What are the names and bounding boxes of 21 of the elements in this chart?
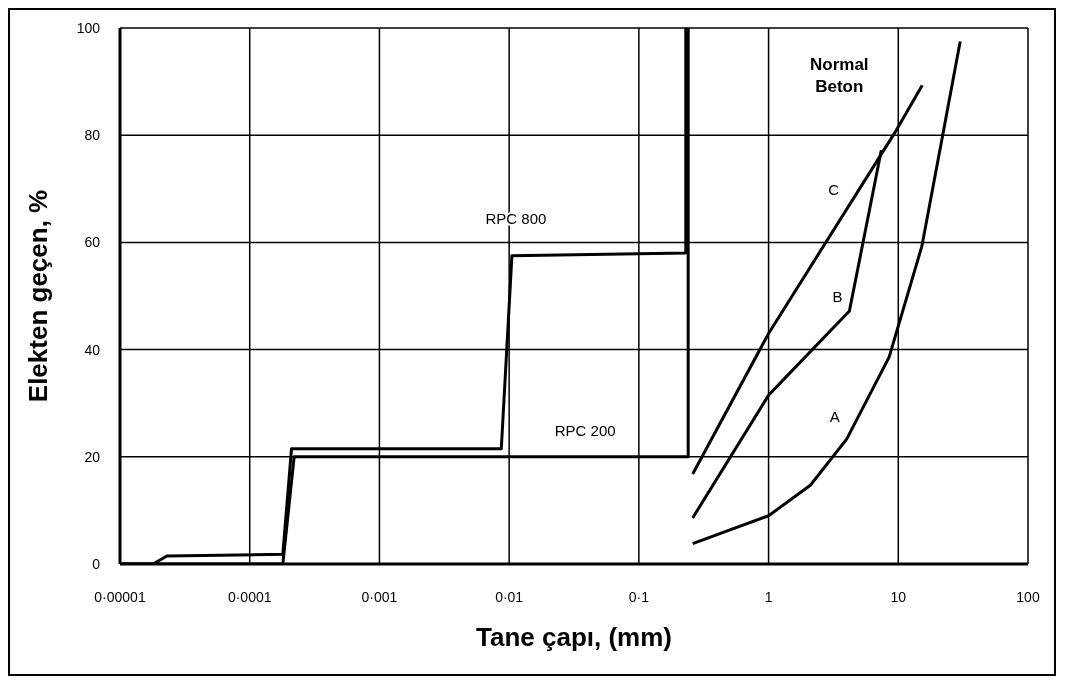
x-axis-title: Tane çapı, (mm) [475, 622, 673, 652]
series-label: C [828, 180, 840, 198]
y-tick-label: 100 [76, 19, 101, 36]
x-tick-label: 0·0001 [227, 588, 272, 605]
x-tick-label: 0·01 [495, 588, 524, 605]
y-tick-label: 40 [84, 341, 101, 358]
y-tick-label: 0 [92, 555, 101, 572]
x-tick-label: 100 [1016, 588, 1040, 605]
x-tick-label: 10 [890, 588, 907, 605]
series-label: B [832, 288, 843, 306]
series-label: RPC 200 [554, 421, 616, 439]
x-tick-label: 0·1 [628, 588, 650, 605]
series-label: A [829, 408, 840, 426]
y-tick-label: 60 [84, 234, 101, 251]
y-tick-label: 20 [84, 448, 101, 465]
y-tick-label: 80 [84, 127, 101, 144]
x-tick-label: 0·00001 [94, 588, 146, 605]
y-axis-title: Elekten geçen, % [23, 189, 54, 403]
x-tick-label: 1 [764, 588, 773, 605]
annotation: Normal Beton [810, 54, 869, 98]
x-tick-label: 0·001 [361, 588, 398, 605]
